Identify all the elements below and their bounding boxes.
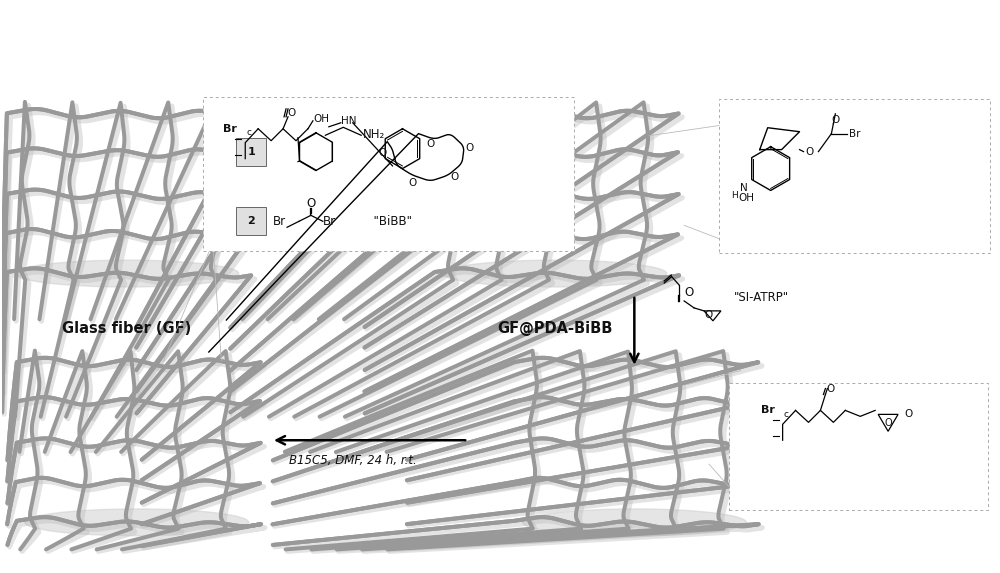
Text: HO: HO — [271, 155, 289, 168]
Ellipse shape — [522, 509, 746, 536]
Text: B15C5, DMF, 24 h, r.t.: B15C5, DMF, 24 h, r.t. — [289, 454, 417, 466]
FancyBboxPatch shape — [236, 207, 266, 236]
Text: O: O — [684, 286, 693, 300]
Text: DMF, Et₃N, 10 h: DMF, Et₃N, 10 h — [251, 235, 342, 248]
Text: 2: 2 — [247, 217, 255, 226]
Text: H: H — [731, 191, 738, 200]
Bar — [729, 383, 988, 510]
Text: "BiBB": "BiBB" — [366, 215, 412, 228]
Text: OH: OH — [313, 114, 329, 124]
Ellipse shape — [15, 260, 239, 287]
Text: O: O — [884, 418, 892, 429]
Text: O: O — [831, 115, 839, 125]
Text: O: O — [287, 108, 295, 118]
Text: "SI-ATRP": "SI-ATRP" — [734, 292, 789, 304]
Text: O: O — [826, 383, 835, 394]
Text: O: O — [450, 172, 458, 182]
Text: HO: HO — [271, 131, 289, 144]
Text: Br: Br — [273, 215, 286, 228]
Text: N: N — [740, 183, 748, 193]
Text: Tris buffer, pH 8.5: Tris buffer, pH 8.5 — [251, 185, 356, 198]
Text: Br: Br — [849, 129, 861, 139]
Text: O: O — [705, 310, 713, 320]
Text: NH₂: NH₂ — [363, 128, 385, 141]
Text: GF@PDA-BiBB: GF@PDA-BiBB — [497, 321, 612, 336]
Text: HN: HN — [341, 116, 356, 126]
Ellipse shape — [443, 260, 667, 287]
Ellipse shape — [25, 509, 249, 536]
Text: c: c — [246, 128, 251, 138]
Text: Glass fiber (GF): Glass fiber (GF) — [62, 321, 191, 336]
Text: O: O — [408, 178, 417, 188]
Text: O: O — [426, 139, 434, 150]
Text: c: c — [784, 410, 789, 419]
Text: O: O — [904, 409, 912, 419]
Text: OH: OH — [739, 194, 755, 203]
Bar — [203, 97, 574, 251]
Bar — [719, 99, 990, 253]
Text: 1: 1 — [247, 147, 255, 156]
Text: Br: Br — [761, 405, 775, 415]
Text: O: O — [465, 143, 473, 154]
Text: O: O — [306, 197, 316, 210]
Text: Br: Br — [323, 215, 336, 228]
Text: O: O — [806, 147, 814, 156]
FancyBboxPatch shape — [236, 138, 266, 166]
Text: Br: Br — [223, 124, 237, 134]
Text: O: O — [378, 148, 387, 158]
